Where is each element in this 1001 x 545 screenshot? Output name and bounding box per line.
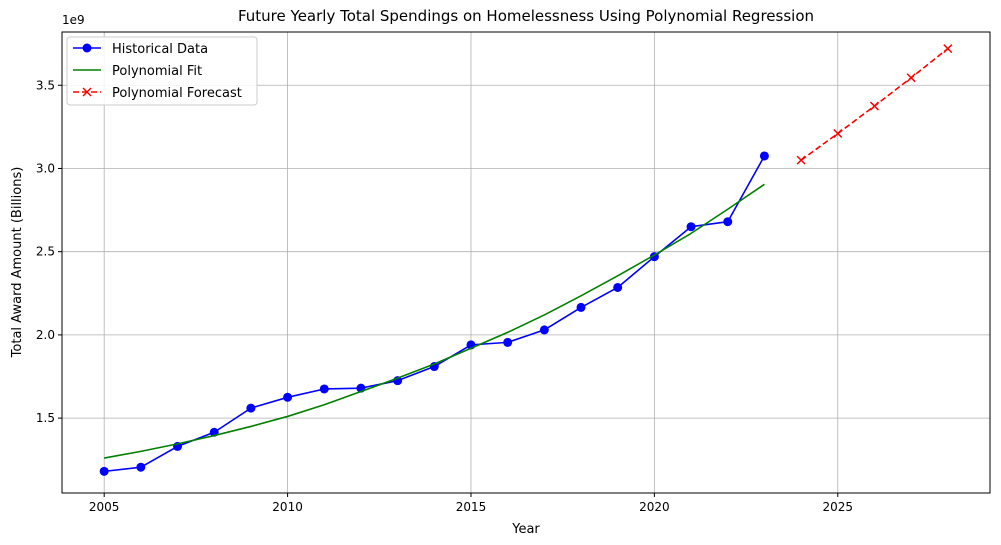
data-point-historical-data <box>283 392 293 402</box>
data-point-historical-data <box>136 462 146 472</box>
data-point-historical-data <box>576 302 586 312</box>
data-point-historical-data <box>539 325 549 335</box>
chart-title: Future Yearly Total Spendings on Homeles… <box>238 7 814 25</box>
data-point-historical-data <box>319 384 329 394</box>
x-tick-label: 2005 <box>89 500 120 514</box>
axis-ticks: 2005 2010 2015 2020 2025 1.5 2.0 2.5 3.0 3.5 <box>36 78 853 514</box>
data-point-historical-data <box>723 217 733 227</box>
x-tick-label: 2025 <box>823 500 854 514</box>
legend-label-forecast: Polynomial Forecast <box>112 86 242 101</box>
y-tick-label: 2.0 <box>36 328 55 342</box>
data-point-historical-data <box>686 222 696 232</box>
plot-area-frame <box>61 31 991 494</box>
legend-box <box>66 36 258 106</box>
y-offset-text: 1e9 <box>62 13 85 27</box>
y-tick-label: 2.5 <box>36 245 55 259</box>
data-point-polynomial-forecast <box>906 73 916 83</box>
data-point-historical-data <box>759 151 769 161</box>
legend: Historical Data Polynomial Fit Polynomia… <box>66 36 258 106</box>
series-line-polynomial-fit <box>104 183 765 459</box>
x-tick-label: 2020 <box>639 500 670 514</box>
x-tick-label: 2015 <box>456 500 487 514</box>
legend-label-historical: Historical Data <box>112 42 208 57</box>
y-axis-label: Total Award Amount (Billions) <box>10 167 25 359</box>
grid-lines <box>62 32 990 493</box>
data-point-historical-data <box>503 337 513 347</box>
legend-label-fit: Polynomial Fit <box>112 64 202 79</box>
data-point-polynomial-forecast <box>943 44 953 54</box>
data-point-polynomial-forecast <box>833 128 843 139</box>
legend-marker-forecast <box>82 87 92 97</box>
y-tick-label: 3.5 <box>36 78 55 92</box>
y-tick-label: 1.5 <box>36 411 55 425</box>
data-point-historical-data <box>613 282 623 292</box>
data-point-polynomial-forecast <box>869 101 879 111</box>
data-point-historical-data <box>246 403 256 413</box>
x-tick-label: 2010 <box>272 500 303 514</box>
y-tick-label: 3.0 <box>36 161 55 175</box>
plot-series <box>99 44 953 476</box>
x-axis-label: Year <box>511 522 540 537</box>
legend-marker-historical <box>82 43 92 53</box>
data-point-polynomial-forecast <box>796 155 806 165</box>
data-point-historical-data <box>99 466 109 476</box>
